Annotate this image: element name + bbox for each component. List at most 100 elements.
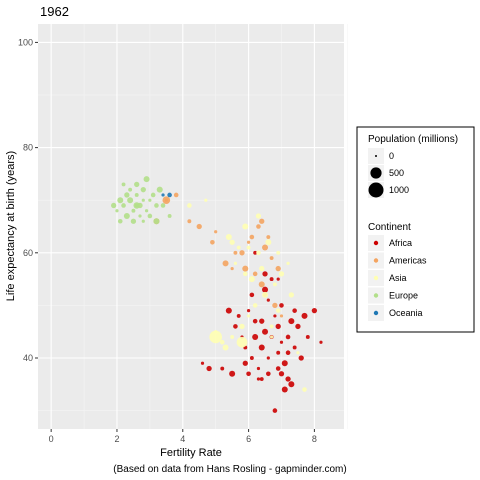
data-point-africa bbox=[282, 387, 288, 393]
data-point-africa bbox=[306, 335, 310, 339]
x-tick-label: 2 bbox=[114, 434, 119, 444]
data-point-africa bbox=[250, 293, 255, 298]
size-legend-dot bbox=[369, 183, 384, 198]
data-point-europe bbox=[141, 187, 146, 192]
data-point-africa bbox=[247, 309, 250, 312]
data-point-oceania bbox=[161, 193, 164, 196]
data-point-asia bbox=[223, 344, 229, 350]
data-point-europe bbox=[144, 176, 150, 182]
data-point-africa bbox=[201, 362, 204, 365]
data-point-asia bbox=[243, 272, 248, 277]
data-point-africa bbox=[270, 277, 274, 281]
data-point-europe bbox=[142, 199, 145, 202]
data-point-africa bbox=[276, 366, 281, 371]
data-point-asia bbox=[286, 262, 289, 265]
data-point-asia bbox=[229, 240, 234, 245]
data-point-asia bbox=[237, 246, 241, 250]
data-point-asia bbox=[242, 224, 248, 230]
color-legend-dot bbox=[374, 276, 378, 280]
data-point-africa bbox=[302, 313, 308, 319]
y-tick-label: 40 bbox=[23, 353, 33, 363]
data-point-africa bbox=[276, 351, 280, 355]
y-axis-title: Life expectancy at birth (years) bbox=[5, 151, 17, 301]
data-point-europe bbox=[135, 193, 139, 197]
data-point-africa bbox=[262, 329, 268, 335]
data-point-europe bbox=[131, 219, 136, 224]
y-tick-label: 60 bbox=[23, 248, 33, 258]
data-point-africa bbox=[286, 350, 291, 355]
data-point-europe bbox=[134, 182, 139, 187]
data-point-europe bbox=[157, 187, 163, 193]
data-point-americas bbox=[276, 266, 281, 271]
y-axis-ticks: 40 60 80 100 bbox=[18, 37, 38, 363]
data-point-europe bbox=[131, 209, 135, 213]
data-point-asia bbox=[209, 331, 222, 344]
color-legend-dot bbox=[374, 293, 378, 297]
size-legend-dot bbox=[375, 155, 377, 157]
data-point-asia bbox=[302, 387, 307, 392]
data-point-africa bbox=[233, 324, 238, 329]
data-point-americas bbox=[256, 224, 261, 229]
color-legend-dot bbox=[374, 311, 378, 315]
size-legend-label: 1000 bbox=[389, 185, 409, 195]
data-point-americas bbox=[272, 303, 277, 308]
data-point-asia bbox=[270, 324, 274, 328]
data-point-europe bbox=[138, 214, 141, 217]
data-point-africa bbox=[220, 367, 224, 371]
data-point-africa bbox=[257, 367, 260, 370]
data-point-europe bbox=[133, 202, 140, 209]
color-legend-dot bbox=[374, 241, 378, 245]
data-point-europe bbox=[124, 192, 129, 197]
data-point-americas bbox=[162, 196, 170, 204]
data-point-africa bbox=[288, 318, 294, 324]
data-point-asia bbox=[289, 292, 294, 297]
data-point-africa bbox=[237, 314, 241, 318]
x-axis-ticks: 0 2 4 6 8 bbox=[49, 429, 317, 444]
data-point-asia bbox=[249, 276, 255, 282]
data-point-africa bbox=[262, 271, 267, 276]
data-point-europe bbox=[148, 214, 153, 219]
data-point-africa bbox=[253, 319, 258, 324]
data-point-asia bbox=[187, 203, 192, 208]
data-point-asia bbox=[253, 303, 258, 308]
data-point-africa bbox=[266, 371, 271, 376]
data-point-americas bbox=[266, 235, 270, 239]
data-point-americas bbox=[242, 266, 248, 272]
caption: (Based on data from Hans Rosling - gapmi… bbox=[113, 464, 346, 475]
data-point-asia bbox=[226, 234, 232, 240]
data-point-americas bbox=[214, 230, 217, 233]
data-point-europe bbox=[154, 203, 159, 208]
data-point-africa bbox=[267, 299, 270, 302]
data-point-asia bbox=[262, 292, 268, 298]
data-point-europe bbox=[117, 197, 123, 203]
x-axis-title: Fertility Rate bbox=[160, 447, 222, 459]
data-point-americas bbox=[259, 219, 264, 224]
data-point-africa bbox=[282, 360, 288, 366]
data-point-africa bbox=[280, 341, 283, 344]
data-point-asia bbox=[237, 337, 248, 348]
data-point-africa bbox=[243, 361, 248, 366]
data-point-americas bbox=[259, 281, 265, 287]
data-point-asia bbox=[247, 246, 251, 250]
data-point-europe bbox=[145, 209, 148, 212]
data-point-africa bbox=[319, 341, 322, 344]
data-point-europe bbox=[161, 203, 166, 208]
data-point-africa bbox=[226, 308, 232, 314]
data-point-americas bbox=[197, 224, 202, 229]
color-legend-label: Americas bbox=[389, 256, 427, 266]
data-point-asia bbox=[230, 335, 234, 339]
size-legend-label: 500 bbox=[389, 168, 404, 178]
data-point-europe bbox=[153, 218, 159, 224]
data-point-africa bbox=[292, 308, 297, 313]
legend: Population (millions) 0 500 1000 Continent… bbox=[357, 127, 474, 332]
data-point-europe bbox=[168, 214, 172, 218]
data-point-africa bbox=[279, 371, 284, 376]
data-point-africa bbox=[286, 335, 291, 340]
data-point-asia bbox=[256, 213, 261, 218]
data-point-africa bbox=[257, 377, 260, 380]
data-point-europe bbox=[128, 188, 132, 192]
data-point-americas bbox=[262, 245, 268, 251]
data-point-africa bbox=[288, 381, 294, 387]
y-tick-label: 80 bbox=[23, 143, 33, 153]
data-point-africa bbox=[295, 324, 300, 329]
